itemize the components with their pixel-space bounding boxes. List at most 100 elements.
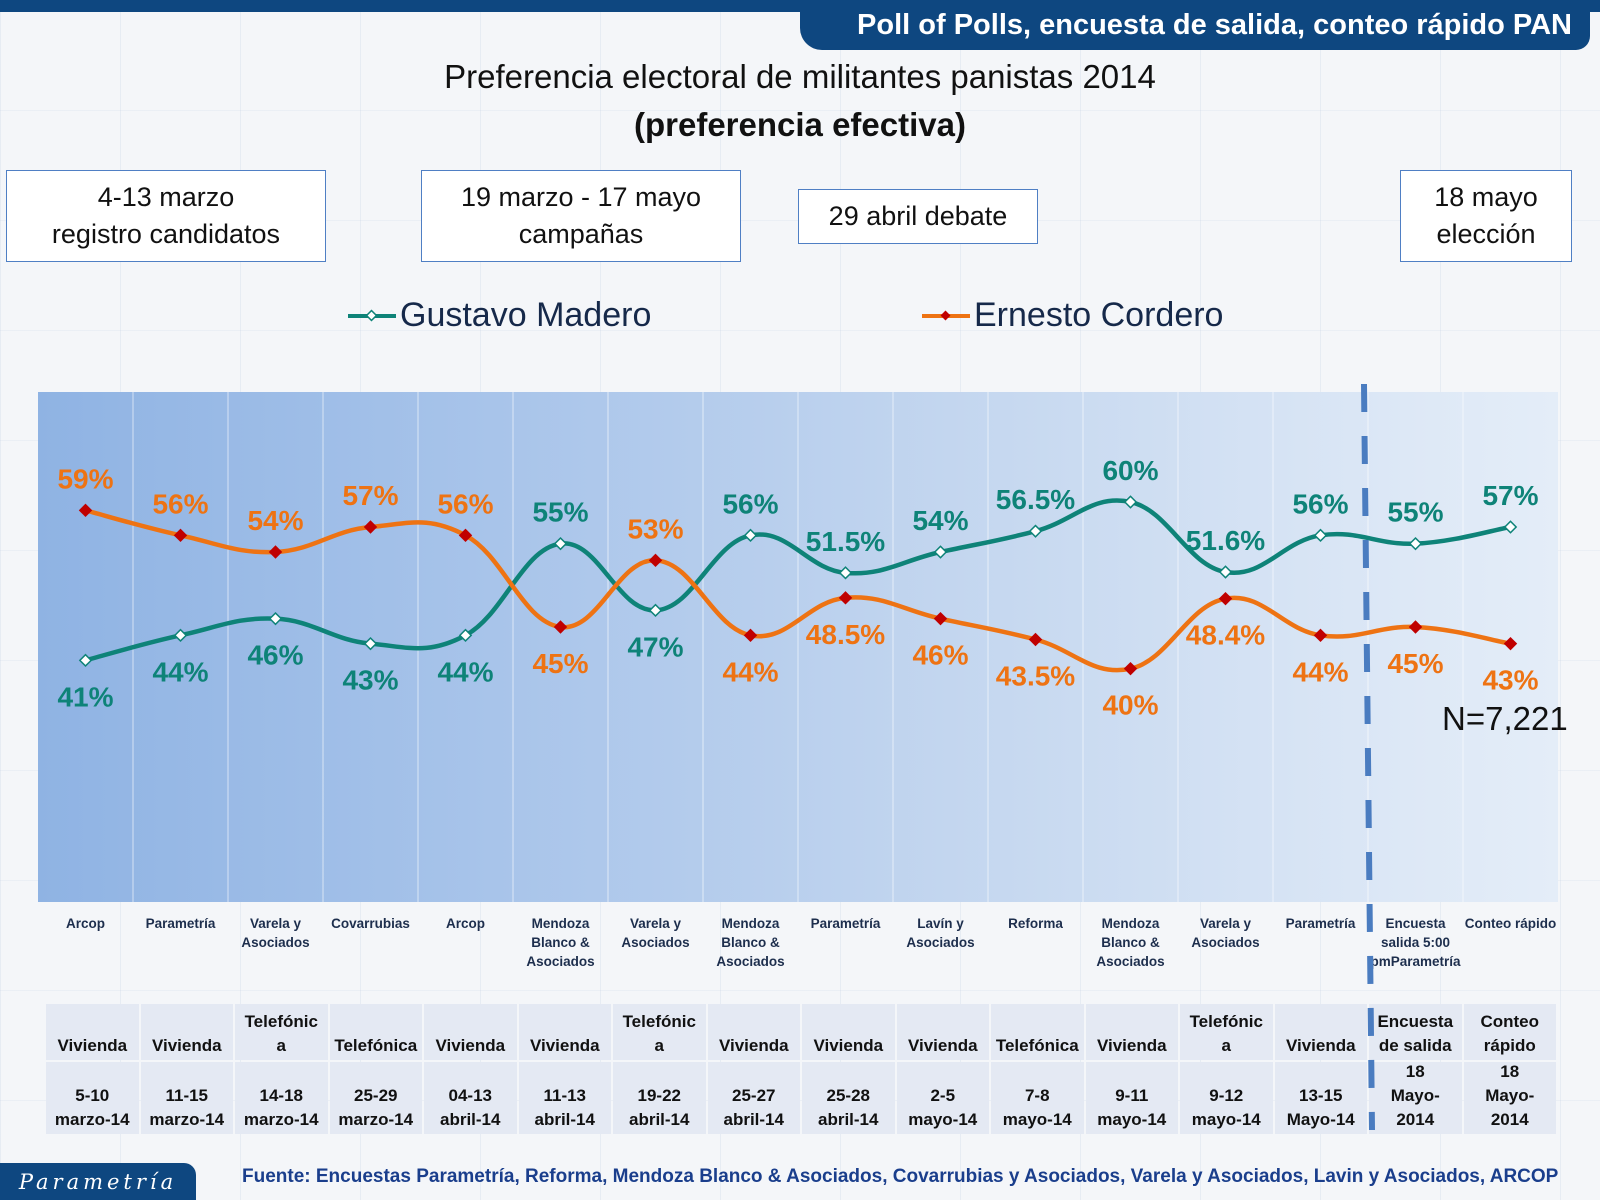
chart-title: Preferencia electoral de militantes pani… [444, 58, 1156, 95]
madero-data-label: 56.5% [996, 484, 1075, 515]
method-cell: Vivienda [1274, 1004, 1367, 1060]
table-cell-line: 25-27 [732, 1086, 776, 1105]
event-line: 4-13 marzo [97, 182, 235, 212]
table-cell-line: Vivienda [151, 1036, 222, 1055]
table-cell-line: abril-14 [723, 1110, 784, 1129]
date-cell: 25-28 abril-14 [802, 1062, 895, 1134]
date-cell: 19-22 abril-14 [613, 1062, 706, 1134]
x-axis-label: Reforma [988, 914, 1083, 933]
cordero-data-label: 53% [627, 513, 683, 544]
madero-data-label: 47% [627, 631, 683, 662]
event-box-registro: 4-13 marzo registro candidatos [6, 170, 326, 262]
table-cell-line: abril-14 [534, 1110, 595, 1129]
x-axis-label-line: Asociados [1096, 954, 1165, 969]
madero-point [648, 603, 663, 618]
x-axis-label-line: Asociados [1191, 935, 1260, 950]
cordero-data-label: 48.5% [806, 619, 885, 650]
x-axis-label: Parametría [1273, 914, 1368, 933]
x-axis-label-line: Arcop [445, 916, 485, 931]
table-cell-line: 25-28 [826, 1086, 870, 1105]
table-cell-line: Telefónic [622, 1012, 696, 1031]
table-cell-line: a [1221, 1036, 1231, 1055]
madero-data-label: 54% [912, 505, 968, 536]
table-cell-line: 18 [1500, 1062, 1520, 1081]
madero-data-label: 41% [57, 681, 113, 712]
x-axis-label-line: Covarrubias [331, 916, 410, 931]
x-axis-label-line: Asociados [621, 935, 690, 950]
source-note: Fuente: Encuestas Parametría, Reforma, M… [242, 1166, 1559, 1187]
date-cell: 5-10 marzo-14 [46, 1062, 139, 1134]
date-cell: 04-13 abril-14 [424, 1062, 517, 1134]
table-cell-line: 7-8 [1024, 1086, 1050, 1105]
cordero-point [553, 620, 568, 634]
x-axis-label: Arcop [418, 914, 513, 933]
madero-data-label: 51.6% [1186, 525, 1265, 556]
x-axis-label: Mendoza Blanco & Asociados [703, 914, 798, 971]
table-cell-line: marzo-14 [54, 1110, 130, 1129]
date-cell: 11-15 marzo-14 [140, 1062, 233, 1134]
madero-point [363, 636, 378, 651]
cordero-data-label: 45% [1387, 648, 1443, 679]
x-axis-label-line: Varela y [249, 916, 302, 931]
event-box-debate: 29 abril debate [798, 189, 1038, 244]
cordero-data-label: 54% [247, 505, 303, 536]
x-axis-label: Covarrubias [323, 914, 418, 933]
x-axis-label-line: pmParametría [1370, 954, 1461, 969]
madero-point [173, 628, 188, 643]
legend-item-cordero: Ernesto Cordero [922, 296, 1223, 335]
table-cell-line: Mayo-14 [1286, 1110, 1355, 1129]
cordero-point [1503, 636, 1518, 651]
table-cell-line: marzo-14 [338, 1110, 414, 1129]
madero-data-label: 44% [152, 656, 208, 687]
table-cell-line: 04-13 [448, 1086, 492, 1105]
madero-point [1313, 528, 1328, 543]
x-axis-label-line: Asociados [526, 954, 595, 969]
madero-data-label: 43% [342, 665, 398, 696]
method-cell: Vivienda [896, 1004, 989, 1060]
madero-data-label: 55% [532, 497, 588, 528]
method-cell: Telefónica [991, 1004, 1084, 1060]
madero-point [1028, 524, 1043, 538]
event-line: campañas [518, 219, 644, 249]
table-cell-line: Mayo- [1390, 1086, 1440, 1105]
x-axis-label-line: Encuesta [1385, 916, 1446, 931]
table-cell-line: Telefónica [334, 1036, 418, 1055]
table-cell-line: Telefónica [995, 1036, 1079, 1055]
x-axis-label-line: Blanco & [721, 935, 780, 950]
table-cell-line: Telefónic [244, 1012, 318, 1031]
date-cell: 2-5 mayo-14 [896, 1062, 989, 1134]
x-axis-label-line: Blanco & [1101, 935, 1160, 950]
x-axis-label: Parametría [798, 914, 893, 933]
series-line-cordero [83, 508, 1513, 673]
x-axis-label: Mendoza Blanco & Asociados [513, 914, 608, 971]
x-axis-label: Varela y Asociados [1178, 914, 1273, 952]
chart-subtitle: (preferencia efectiva) [634, 106, 966, 143]
cordero-point [743, 628, 758, 643]
table-cell-line: marzo-14 [243, 1110, 319, 1129]
table-cell-line: Vivienda [1285, 1036, 1356, 1055]
cordero-point [1408, 620, 1423, 634]
x-axis-label: Parametría [133, 914, 228, 933]
madero-data-label: 55% [1387, 497, 1443, 528]
x-axis-label-line: Varela y [1199, 916, 1252, 931]
x-axis-label-line: Blanco & [531, 935, 590, 950]
date-cell: 9-11 mayo-14 [1085, 1062, 1178, 1134]
madero-point [1218, 565, 1233, 579]
parametria-logo: Parametría [0, 1163, 196, 1200]
madero-data-label: 56% [722, 488, 778, 519]
x-axis-label-line: Parametría [145, 916, 216, 931]
event-box-campanas: 19 marzo - 17 mayo campañas [421, 170, 741, 262]
madero-point [553, 536, 568, 551]
x-axis-label-line: Asociados [906, 935, 975, 950]
banner-text: Poll of Polls, encuesta de salida, conte… [857, 8, 1572, 41]
legend-item-madero: Gustavo Madero [348, 296, 651, 335]
cordero-data-label: 44% [722, 656, 778, 687]
method-cell: Vivienda [424, 1004, 517, 1060]
cordero-point [1313, 628, 1328, 643]
date-cell: 7-8 mayo-14 [991, 1062, 1084, 1134]
table-cell-line: 11-15 [165, 1086, 209, 1105]
date-cell: 25-27 abril-14 [707, 1062, 800, 1134]
line-chart: 41% 44% 46% 43% 44% 55% 47% 56% 51.5% 54% 56.5% 60%… [57, 392, 1539, 902]
table-cell-line: Vivienda [57, 1036, 128, 1055]
